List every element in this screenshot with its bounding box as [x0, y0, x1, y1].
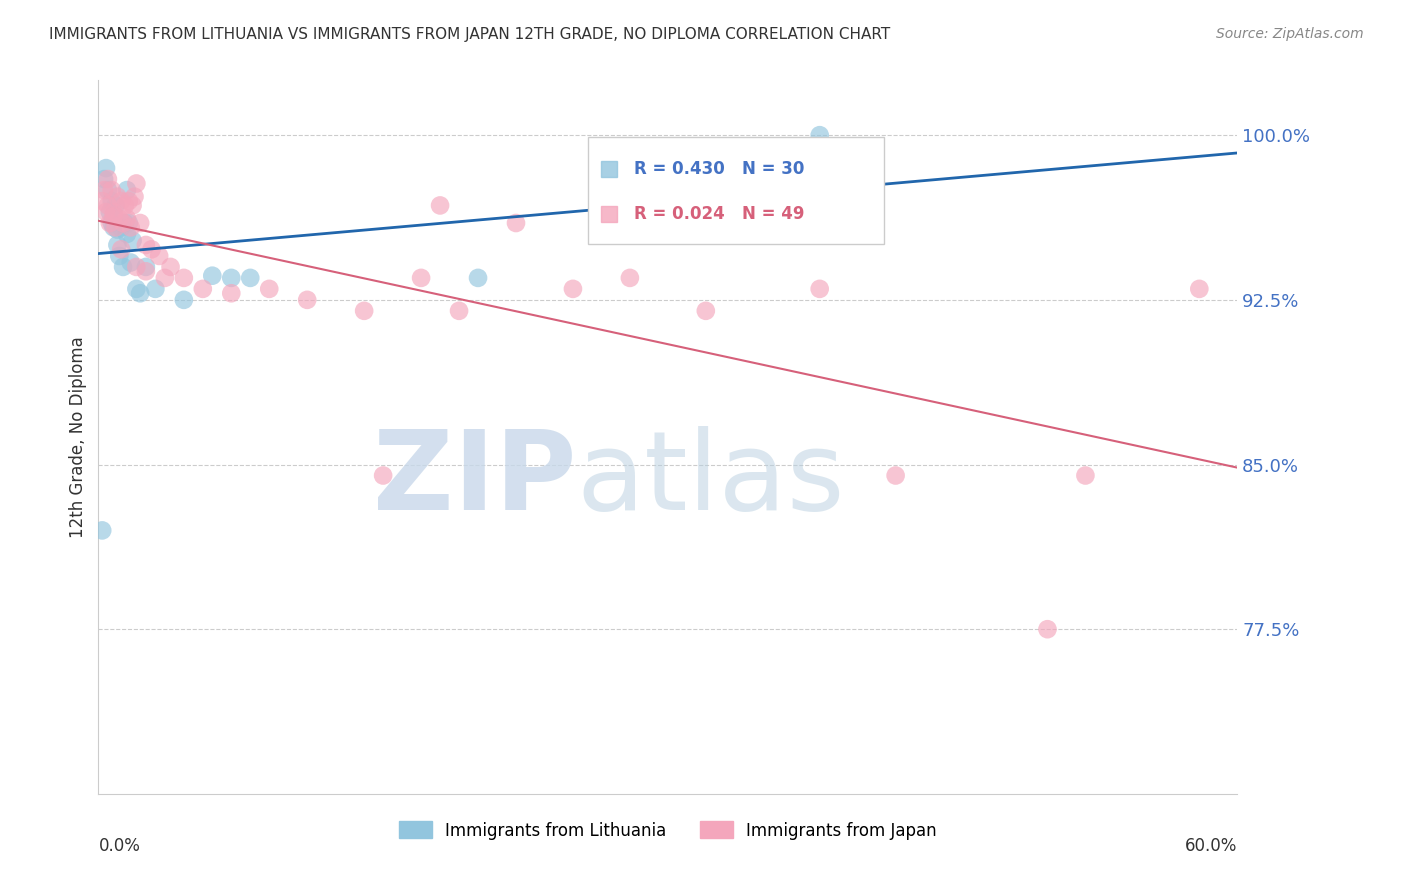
Point	[121, 234, 143, 248]
Point	[159, 260, 181, 274]
Point	[110, 243, 132, 257]
Point	[173, 271, 195, 285]
Point	[93, 172, 115, 186]
Point	[135, 260, 157, 274]
Point	[108, 249, 131, 263]
Point	[125, 282, 148, 296]
Point	[129, 216, 152, 230]
Point	[148, 249, 170, 263]
Point	[91, 194, 114, 208]
Y-axis label: 12th Grade, No Diploma: 12th Grade, No Diploma	[69, 336, 87, 538]
Point	[135, 264, 157, 278]
Point	[94, 161, 117, 175]
Point	[100, 194, 122, 208]
Text: 0.0%: 0.0%	[98, 837, 141, 855]
Text: Source: ZipAtlas.com: Source: ZipAtlas.com	[1216, 27, 1364, 41]
Point	[94, 205, 117, 219]
Point	[124, 189, 146, 203]
Point	[115, 183, 138, 197]
Point	[93, 183, 115, 197]
Point	[98, 216, 121, 230]
Point	[112, 216, 135, 230]
Point	[114, 216, 136, 230]
Point	[108, 211, 131, 226]
Point	[145, 282, 167, 296]
Point	[695, 303, 717, 318]
Point	[120, 220, 142, 235]
Point	[104, 198, 127, 212]
Point	[120, 255, 142, 269]
Text: 60.0%: 60.0%	[1185, 837, 1237, 855]
Point	[884, 468, 907, 483]
Legend: Immigrants from Lithuania, Immigrants from Japan: Immigrants from Lithuania, Immigrants fr…	[392, 814, 943, 847]
Point	[562, 282, 585, 296]
Point	[429, 198, 451, 212]
Point	[115, 211, 138, 226]
Point	[191, 282, 214, 296]
Text: ZIP: ZIP	[374, 426, 576, 533]
Point	[110, 220, 132, 235]
Point	[103, 210, 125, 224]
Point	[371, 468, 394, 483]
Point	[97, 198, 120, 212]
Point	[115, 227, 138, 241]
FancyBboxPatch shape	[588, 137, 884, 244]
Point	[97, 183, 120, 197]
Point	[129, 286, 152, 301]
Point	[505, 216, 527, 230]
Point	[297, 293, 319, 307]
Point	[107, 189, 129, 203]
Point	[1074, 468, 1097, 483]
Point	[153, 271, 176, 285]
Point	[112, 260, 135, 274]
Point	[98, 205, 121, 219]
Point	[201, 268, 224, 283]
Point	[110, 194, 132, 208]
Point	[135, 238, 157, 252]
Point	[141, 243, 163, 257]
Point	[1036, 622, 1059, 636]
Point	[221, 286, 243, 301]
Point	[353, 303, 375, 318]
Point	[221, 271, 243, 285]
Point	[467, 271, 489, 285]
Text: IMMIGRANTS FROM LITHUANIA VS IMMIGRANTS FROM JAPAN 12TH GRADE, NO DIPLOMA CORREL: IMMIGRANTS FROM LITHUANIA VS IMMIGRANTS …	[49, 27, 890, 42]
Point	[121, 198, 143, 212]
Point	[91, 524, 114, 538]
Point	[100, 216, 122, 230]
Text: R = 0.430   N = 30: R = 0.430 N = 30	[634, 161, 804, 178]
Point	[808, 282, 831, 296]
Point	[411, 271, 433, 285]
Point	[103, 205, 125, 219]
Point	[104, 220, 127, 235]
Text: R = 0.024   N = 49: R = 0.024 N = 49	[634, 205, 804, 223]
Point	[100, 183, 122, 197]
Point	[125, 260, 148, 274]
Point	[1188, 282, 1211, 296]
Point	[259, 282, 281, 296]
Point	[125, 177, 148, 191]
Point	[97, 172, 120, 186]
Text: atlas: atlas	[576, 426, 845, 533]
Point	[619, 271, 641, 285]
Point	[118, 216, 141, 230]
Point	[173, 293, 195, 307]
Point	[118, 194, 141, 208]
Point	[103, 220, 125, 235]
Point	[114, 198, 136, 212]
Point	[107, 222, 129, 236]
Point	[107, 238, 129, 252]
Point	[808, 128, 831, 143]
Point	[449, 303, 471, 318]
Point	[239, 271, 262, 285]
